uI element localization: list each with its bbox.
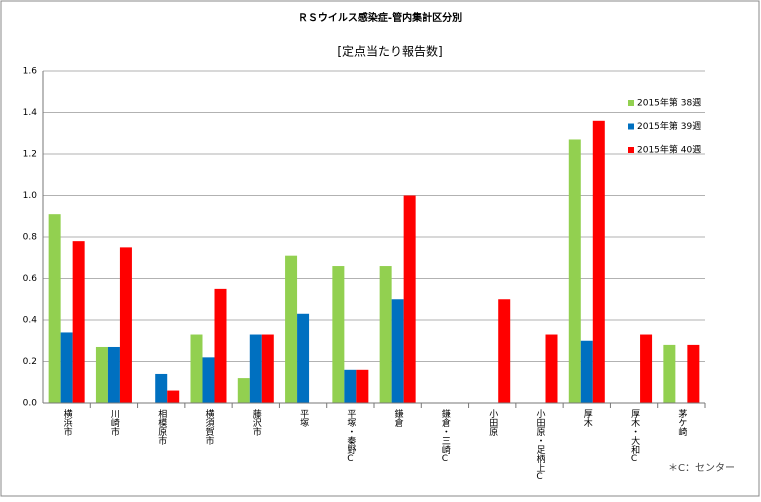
bar xyxy=(332,266,345,403)
bar xyxy=(640,334,653,403)
y-tick-label: 0.6 xyxy=(23,274,38,284)
bar xyxy=(285,255,298,403)
bar xyxy=(190,334,203,403)
bar xyxy=(592,120,605,404)
bar xyxy=(60,332,73,403)
legend-label: 2015年第 39週 xyxy=(637,120,701,132)
footnote: ＊C：センター xyxy=(668,462,735,474)
y-tick-label: 1.4 xyxy=(23,108,38,118)
bar xyxy=(403,195,416,403)
bar xyxy=(119,247,132,403)
chart-title: ＲＳウイルス感染症-管内集計区分別 xyxy=(298,11,462,24)
legend-label: 2015年第 38週 xyxy=(637,97,701,109)
x-tick-label: 厚木 xyxy=(582,409,593,428)
bar xyxy=(202,357,215,403)
legend-swatch xyxy=(628,123,634,130)
x-tick-label: 藤沢市 xyxy=(251,408,261,437)
bar xyxy=(663,344,676,403)
legend-label: 2015年第 40週 xyxy=(637,144,701,156)
bar xyxy=(545,334,558,403)
bar xyxy=(498,299,511,403)
bar xyxy=(344,369,357,403)
x-tick-label: 小田原・足柄上C xyxy=(535,409,546,482)
x-tick-label: 平塚 xyxy=(298,409,309,428)
x-tick-label: 小田原 xyxy=(487,409,498,436)
y-tick-label: 1.2 xyxy=(23,150,37,160)
y-tick-label: 0.0 xyxy=(23,399,38,409)
bar xyxy=(107,346,120,403)
y-tick-label: 0.4 xyxy=(23,316,38,326)
y-tick-label: 1.6 xyxy=(23,67,38,77)
bar xyxy=(356,369,369,403)
y-tick-label: 1.0 xyxy=(23,191,38,201)
bar xyxy=(95,346,108,403)
y-tick-label: 0.2 xyxy=(23,357,37,367)
bar xyxy=(580,340,593,403)
bar xyxy=(391,299,404,403)
bar xyxy=(261,334,274,403)
x-tick-label: 茅ケ崎 xyxy=(676,409,687,436)
bar xyxy=(155,373,168,403)
x-tick-label: 横浜市 xyxy=(62,408,73,437)
bar xyxy=(249,334,262,403)
bar xyxy=(48,214,61,403)
bar xyxy=(687,344,700,403)
bar xyxy=(214,288,227,403)
x-tick-label: 鎌倉 xyxy=(393,408,404,428)
bar xyxy=(237,378,250,403)
legend-swatch xyxy=(628,100,634,106)
legend-swatch xyxy=(628,147,634,153)
x-tick-label: 平塚・秦野C xyxy=(345,409,356,464)
x-tick-label: 厚木・大和C xyxy=(629,409,640,464)
bar xyxy=(167,390,180,403)
y-tick-label: 0.8 xyxy=(23,233,38,243)
bar xyxy=(72,241,85,403)
chart-subtitle: [定点当たり報告数] xyxy=(337,44,442,59)
bar xyxy=(297,313,310,403)
x-tick-label: 鎌倉・三崎C xyxy=(440,408,451,464)
bar xyxy=(379,266,392,403)
bar xyxy=(568,139,581,403)
x-tick-label: 相模原市 xyxy=(156,408,167,446)
x-tick-label: 横須賀市 xyxy=(204,408,215,446)
x-tick-label: 川崎市 xyxy=(109,409,120,437)
